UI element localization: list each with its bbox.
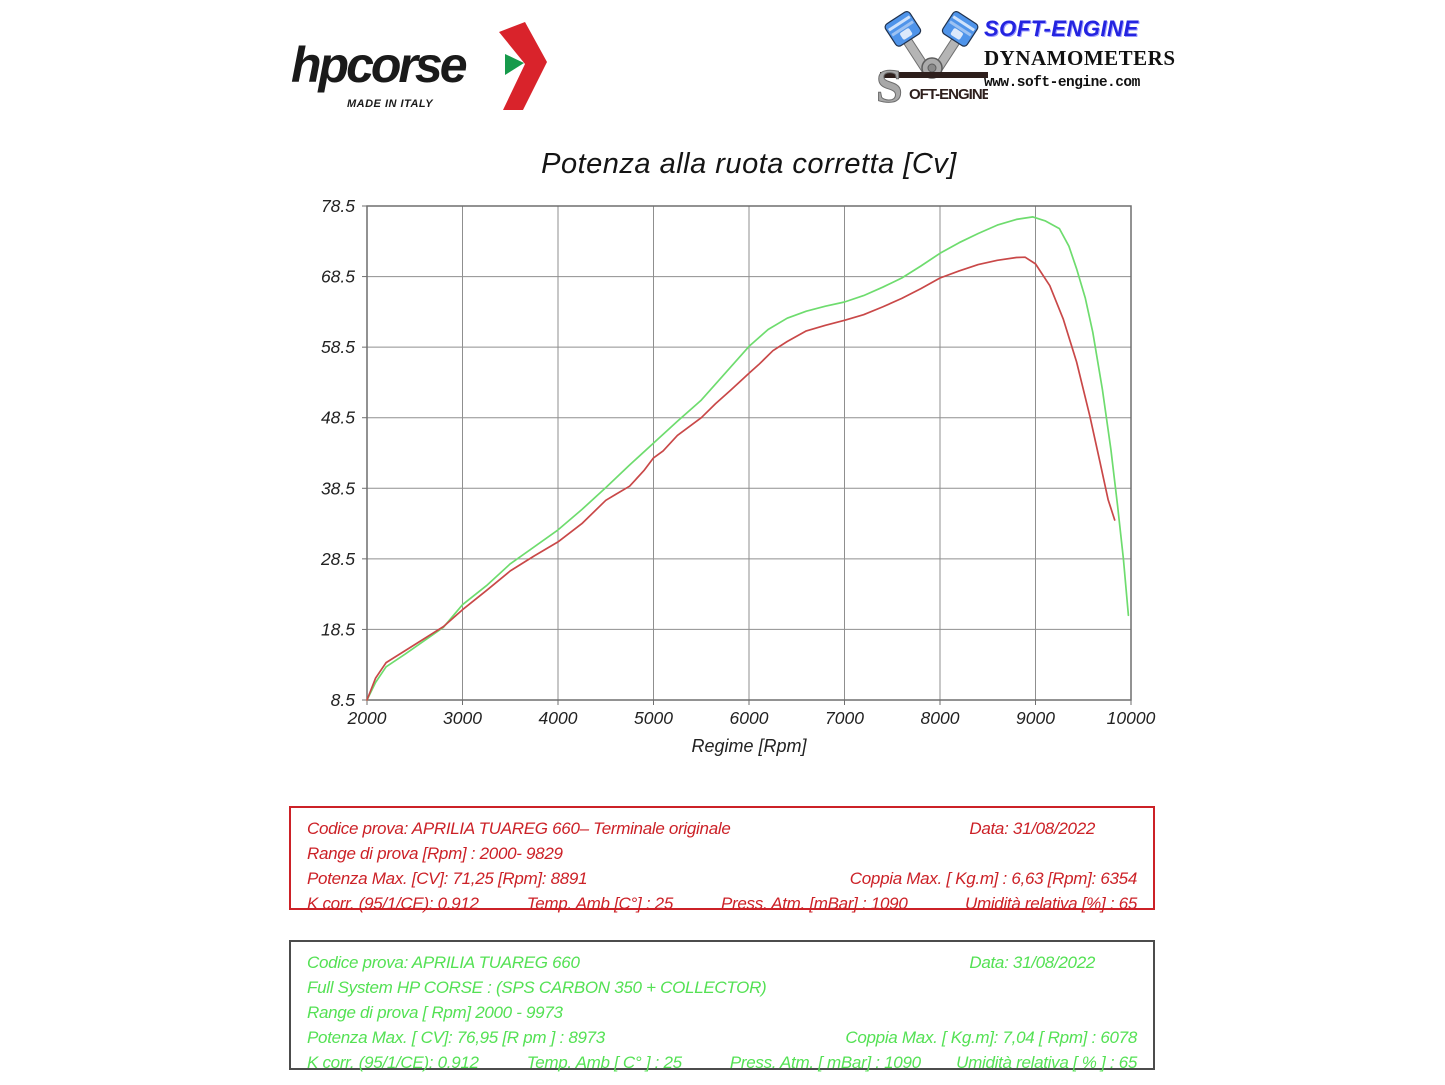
y-tick-label: 18.5 <box>321 619 355 639</box>
info-line: Full System HP CORSE : (SPS CARBON 350 +… <box>307 975 1137 1000</box>
hpcorse-arrow-icon <box>499 22 547 110</box>
y-tick-label: 28.5 <box>320 549 355 569</box>
data-red: Data: 31/08/2022 <box>969 819 1095 838</box>
temp-amb-red: Temp. Amb [C°] : 25 <box>526 894 674 913</box>
umidita-red: Umidità relativa [%] : 65 <box>964 894 1137 913</box>
info-line: Potenza Max. [CV]: 71,25 [Rpm]: 8891 Cop… <box>307 866 1137 891</box>
curve-original-exhaust <box>366 256 1116 701</box>
press-atm-red: Press. Atm. [mBar] : 1090 <box>721 894 908 913</box>
y-tick-label: 78.5 <box>321 196 355 216</box>
info-box-original: Codice prova: APRILIA TUAREG 660– Termin… <box>289 806 1155 913</box>
hpcorse-logo: hpcorse MADE IN ITALY <box>285 18 585 118</box>
x-tick-label: 9000 <box>1016 708 1055 728</box>
potenza-max-green: Potenza Max. [ CV]: 76,95 [R pm ] : 8973 <box>307 1028 605 1047</box>
coppia-max-red: Coppia Max. [ Kg.m] : 6,63 [Rpm]: 6354 <box>849 869 1138 888</box>
x-tick-label: 7000 <box>825 708 864 728</box>
softengine-logo: S OFT-ENGINE SOFT-ENGINE DYNAMOMETERS ww… <box>876 6 1176 111</box>
potenza-max-red: Potenza Max. [CV]: 71,25 [Rpm]: 8891 <box>307 869 588 888</box>
info-line: Range di prova [Rpm] : 2000- 9829 <box>307 841 1137 866</box>
x-tick-label: 2000 <box>347 708 387 728</box>
umidita-green: Umidità relativa [ % ] : 65 <box>956 1053 1137 1072</box>
info-line: K corr. (95/1/CE): 0.912 Temp. Amb [C°] … <box>307 891 1137 916</box>
temp-amb-green: Temp. Amb [ C° ] : 25 <box>526 1053 682 1072</box>
softengine-logo-wordmark: OFT-ENGINE <box>909 86 988 103</box>
y-tick-label: 8.5 <box>331 690 356 710</box>
y-tick-label: 38.5 <box>321 478 355 498</box>
x-axis-label: Regime [Rpm] <box>691 736 807 756</box>
pistons-icon: S OFT-ENGINE <box>876 11 988 108</box>
softengine-url-text: www.soft-engine.com <box>984 75 1140 91</box>
x-tick-label: 6000 <box>730 708 769 728</box>
hpcorse-tagline: MADE IN ITALY <box>347 98 434 110</box>
kcorr-red: K corr. (95/1/CE): 0.912 <box>307 894 479 913</box>
info-line: K corr. (95/1/CE): 0.912 Temp. Amb [ C° … <box>307 1050 1137 1075</box>
data-green: Data: 31/08/2022 <box>969 953 1095 972</box>
x-tick-label: 3000 <box>443 708 482 728</box>
y-tick-label: 48.5 <box>321 408 355 428</box>
softengine-brand-text: SOFT-ENGINE <box>984 16 1139 41</box>
x-tick-label: 4000 <box>539 708 578 728</box>
range-prova-green: Range di prova [ Rpm] 2000 - 9973 <box>307 1003 563 1022</box>
y-tick-label: 58.5 <box>321 337 355 357</box>
coppia-max-green: Coppia Max. [ Kg.m]: 7,04 [ Rpm] : 6078 <box>845 1028 1137 1047</box>
chart-title: Potenza alla ruota corretta [Cv] <box>541 148 957 180</box>
codice-prova-green: Codice prova: APRILIA TUAREG 660 <box>307 953 580 972</box>
info-line: Codice prova: APRILIA TUAREG 660– Termin… <box>307 816 1137 841</box>
hpcorse-brand-text: hpcorse <box>291 37 468 93</box>
codice-prova-red: Codice prova: APRILIA TUAREG 660– Termin… <box>307 819 731 838</box>
svg-text:S: S <box>876 60 903 108</box>
x-tick-label: 10000 <box>1107 708 1156 728</box>
power-chart-plot: 2000 3000 4000 5000 6000 7000 8000 9000 10000 8.5… <box>320 196 1156 728</box>
x-tick-label: 8000 <box>921 708 960 728</box>
info-box-hpcorse-system: Codice prova: APRILIA TUAREG 660 Data: 3… <box>289 940 1155 1072</box>
press-atm-green: Press. Atm. [ mBar] : 1090 <box>729 1053 921 1072</box>
x-tick-label: 5000 <box>634 708 673 728</box>
info-line: Potenza Max. [ CV]: 76,95 [R pm ] : 8973… <box>307 1025 1137 1050</box>
full-system-green: Full System HP CORSE : (SPS CARBON 350 +… <box>307 978 767 997</box>
info-line: Codice prova: APRILIA TUAREG 660 Data: 3… <box>307 950 1137 975</box>
softengine-dynamometers-text: DYNAMOMETERS <box>984 46 1176 70</box>
y-tick-label: 68.5 <box>321 267 355 287</box>
range-prova-red: Range di prova [Rpm] : 2000- 9829 <box>307 844 563 863</box>
curve-hpcorse-full-system <box>366 216 1130 701</box>
info-line: Range di prova [ Rpm] 2000 - 9973 <box>307 1000 1137 1025</box>
kcorr-green: K corr. (95/1/CE): 0.912 <box>307 1053 479 1072</box>
